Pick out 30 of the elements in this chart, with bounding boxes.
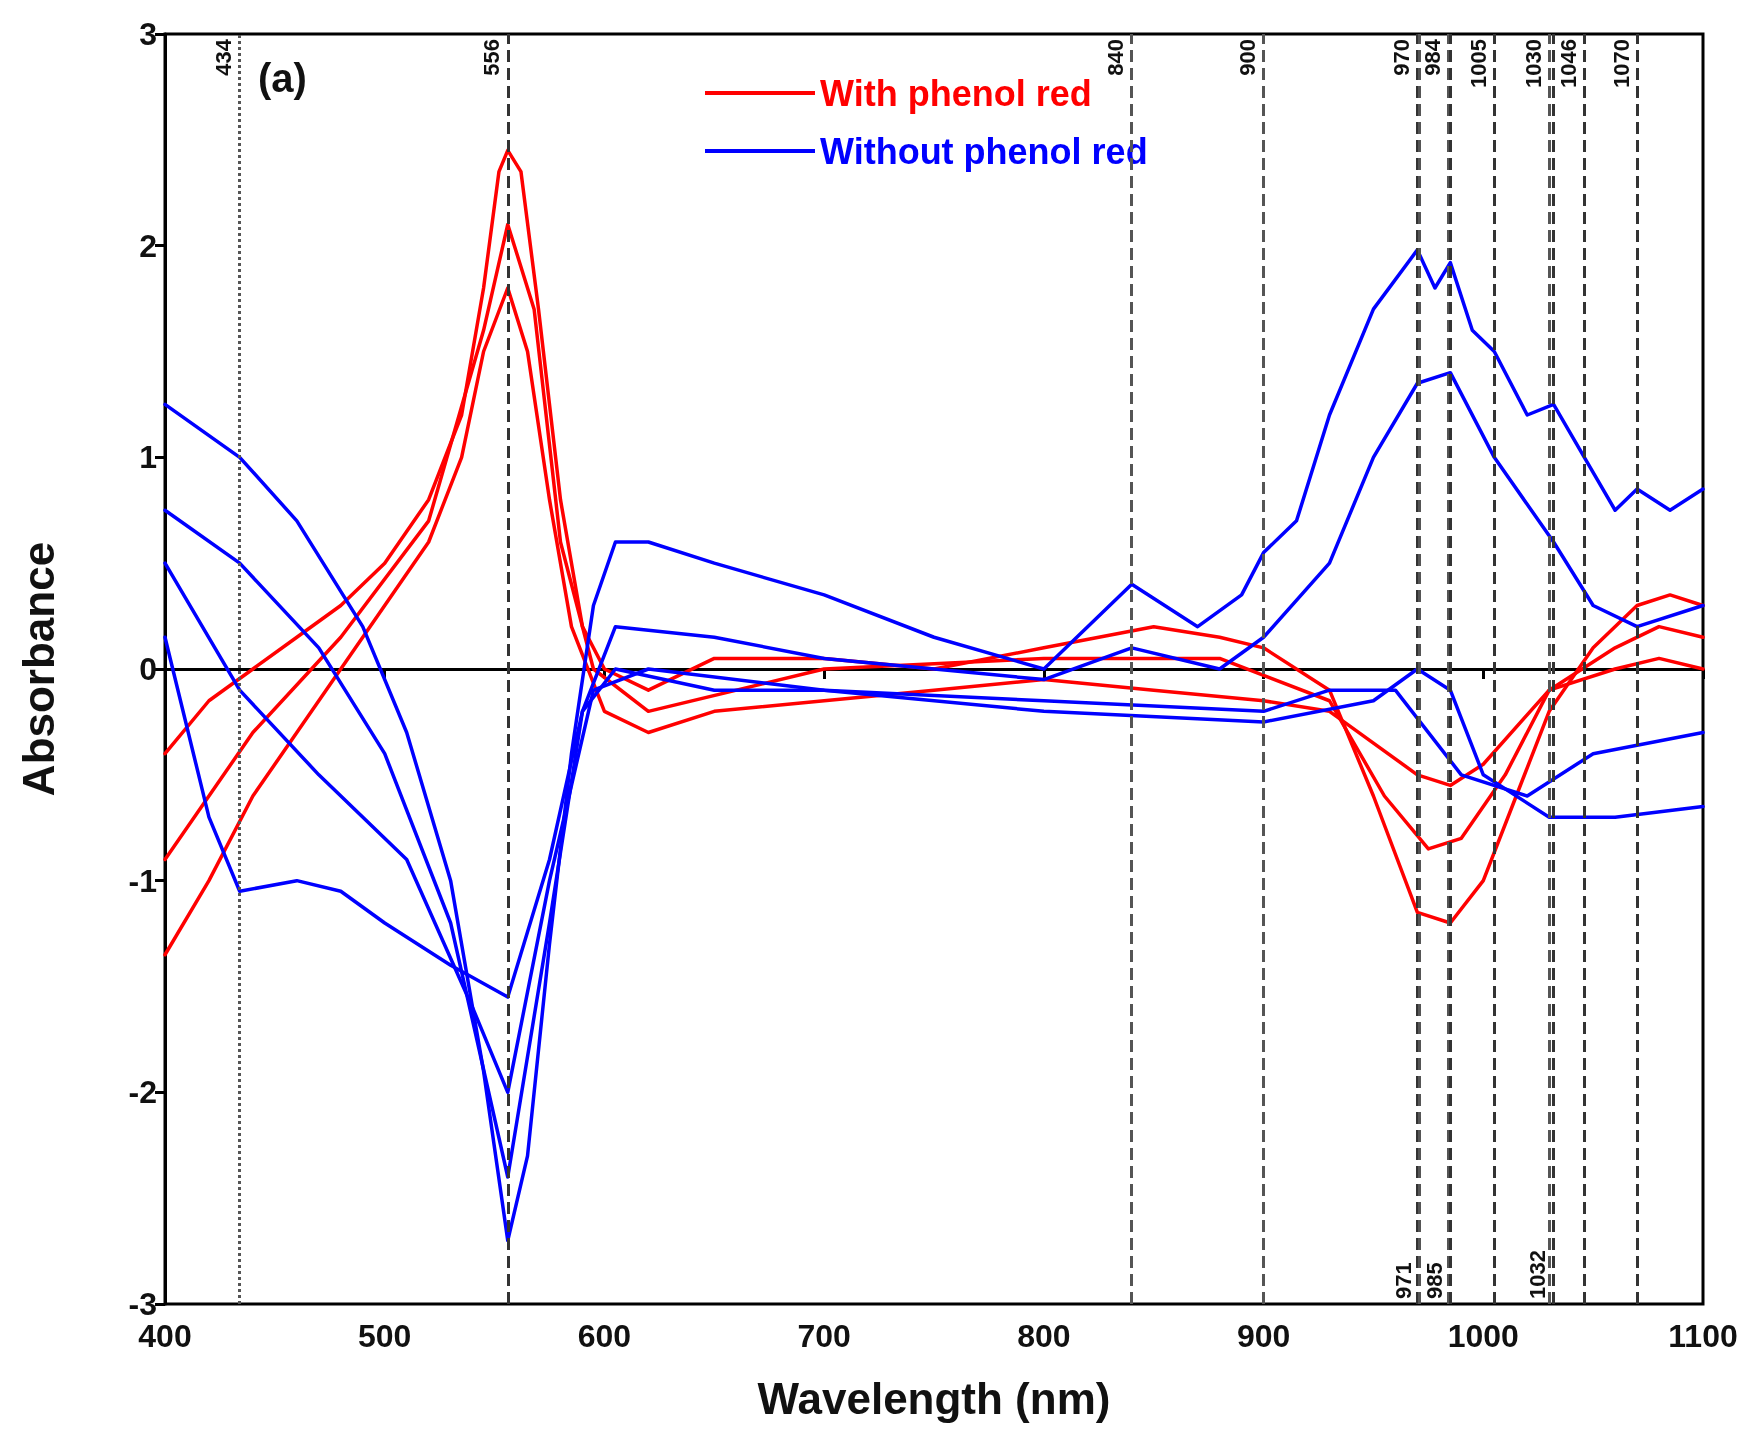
y-tick-label: 2: [139, 227, 157, 264]
x-tick-label: 700: [797, 1318, 851, 1354]
x-tick-label: 800: [1017, 1318, 1071, 1354]
x-tick-label: 500: [358, 1318, 412, 1354]
ref-line-label: 1005: [1465, 39, 1491, 88]
x-axis-title: Wavelength (nm): [757, 1373, 1111, 1423]
ref-line-label: 434: [211, 38, 237, 76]
y-tick-label: 3: [139, 16, 157, 52]
x-tick-label: 900: [1236, 1318, 1291, 1354]
ref-line-label: 840: [1103, 39, 1129, 76]
y-axis-title: Absorbance: [13, 541, 63, 797]
ref-line-label: 1070: [1608, 39, 1634, 88]
ref-line-label: 984: [1419, 38, 1445, 76]
y-tick-label: -1: [128, 862, 157, 899]
ref-line-label: 900: [1235, 39, 1261, 76]
legend-label: With phenol red: [820, 72, 1092, 114]
ref-line-label: 1046: [1555, 39, 1581, 88]
ref-line-label: 985: [1421, 1262, 1447, 1299]
ref-line-label: 1032: [1525, 1250, 1551, 1299]
ref-line-label: 1030: [1520, 39, 1546, 88]
ref-line-label: 970: [1388, 39, 1414, 76]
y-tick-label: 0: [139, 651, 157, 687]
x-tick-label: 600: [577, 1318, 632, 1354]
y-tick-label: -2: [128, 1074, 157, 1111]
ref-line-label: 556: [479, 39, 505, 76]
x-tick-label: 1000: [1447, 1318, 1519, 1354]
x-tick-label: 1100: [1668, 1318, 1738, 1354]
y-tick-label: 1: [139, 439, 157, 476]
annotation: (a): [258, 56, 307, 100]
ref-line-label: 971: [1391, 1262, 1417, 1299]
